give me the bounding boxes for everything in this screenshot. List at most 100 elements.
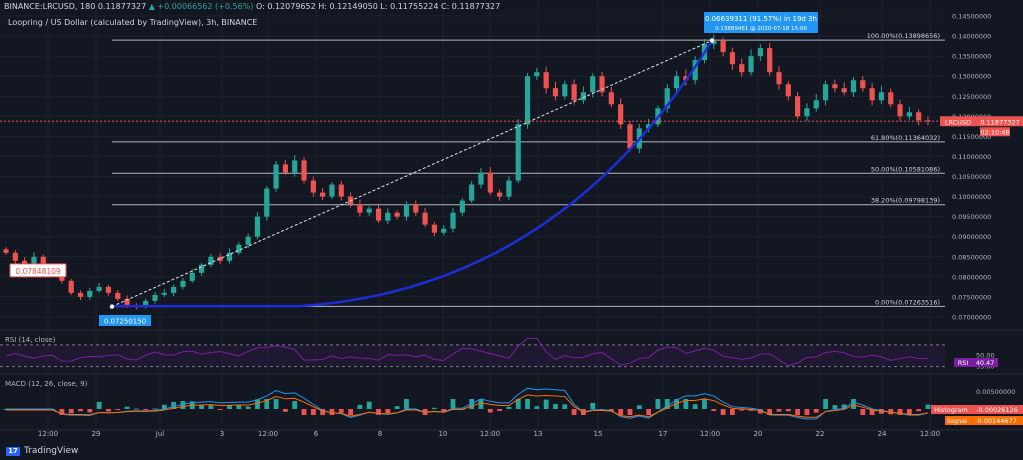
candle-body	[897, 104, 903, 117]
candle-body	[664, 88, 670, 109]
x-tick-label: 10	[439, 430, 448, 438]
rsi-value: 40.47	[976, 359, 995, 367]
macd-histogram-bar	[320, 409, 326, 415]
tradingview-logo-icon: 17	[6, 446, 20, 456]
x-tick-label: 20	[754, 430, 763, 438]
candle-body	[254, 216, 261, 237]
x-tick-label: 29	[92, 430, 101, 438]
bottom-price-value: 0.07250150	[104, 318, 146, 326]
macd-histogram-bar	[329, 409, 335, 415]
macd-histogram-bar	[823, 399, 828, 409]
macd-histogram-bar	[571, 409, 577, 415]
macd-histogram-bar	[394, 406, 400, 409]
x-tick-label: 12:00	[258, 430, 278, 438]
candle-body	[739, 64, 745, 73]
macd-histogram-bar	[217, 409, 223, 410]
candle-body	[767, 48, 773, 73]
candle-body	[394, 212, 400, 217]
candle-body	[916, 112, 922, 121]
y-tick-label: 0.10000000	[952, 193, 991, 201]
last-price-value: 0.11877327	[980, 118, 1019, 126]
candle-body	[236, 244, 242, 253]
candle-body	[413, 204, 419, 213]
x-tick-label: 6	[314, 430, 319, 438]
candle-body	[813, 100, 819, 109]
macd-histogram-bar	[292, 401, 298, 409]
candle-body	[552, 88, 559, 97]
macd-histogram-bar	[404, 399, 409, 409]
macd-histogram-bar	[143, 409, 149, 410]
macd-histogram-bar	[618, 409, 624, 415]
x-tick-label: Jul	[155, 430, 165, 438]
candle-body	[804, 108, 810, 117]
candle-body	[385, 212, 391, 221]
candle-body	[906, 112, 912, 117]
macd-histogram-bar	[227, 405, 232, 409]
chart-subtitle: Loopring / US Dollar (calculated by Trad…	[8, 18, 258, 27]
candle-body	[310, 180, 316, 193]
candle-body	[878, 92, 885, 101]
candle-body	[459, 200, 465, 213]
candle-body	[832, 84, 838, 89]
y-tick-label: 0.07000000	[952, 313, 991, 321]
bottom-price-callout	[99, 315, 151, 326]
macd-histogram-bar	[487, 409, 493, 413]
candle-body	[450, 212, 456, 229]
macd-histogram-bar	[432, 407, 437, 409]
candle-body	[3, 249, 9, 253]
y-tick-label: 0.09000000	[952, 233, 991, 241]
macd-histogram-bar	[133, 408, 139, 410]
macd-histogram-bar	[720, 409, 726, 415]
macd-histogram-bar	[264, 399, 270, 409]
macd-histogram-value: -0.00026126	[976, 406, 1018, 414]
brand-name: TradingView	[24, 446, 79, 456]
candle-body	[301, 160, 307, 181]
y-tick-label: 0.13000000	[952, 73, 991, 81]
y-tick-label: 0.10500000	[952, 173, 991, 181]
macd-histogram-bar	[832, 405, 838, 409]
candle-body	[422, 212, 428, 225]
macd-histogram-bar	[273, 399, 279, 409]
candle-body	[487, 172, 493, 193]
candle-body	[776, 72, 782, 85]
candle-body	[226, 252, 233, 261]
candle-body	[264, 188, 270, 217]
macd-signal-tag	[945, 416, 970, 425]
macd-histogram-bar	[59, 409, 65, 415]
x-tick-label: 17	[659, 430, 668, 438]
y-tick-label: 0.13500000	[952, 53, 991, 61]
measure-sub-text: 0.13889461 @ 2020-07-18 15:00	[715, 26, 807, 32]
candle-body	[506, 180, 512, 197]
candle-body	[673, 76, 680, 89]
macd-histogram-bar	[543, 399, 549, 409]
candle-body	[850, 80, 857, 93]
ohlc-low: L: 0.11755224	[380, 2, 439, 11]
rsi-label: RSI (14, close)	[5, 336, 56, 344]
anchor-point	[109, 304, 115, 309]
candle-body	[441, 228, 447, 233]
macd-histogram-bar	[376, 409, 381, 415]
candle-body	[748, 56, 754, 73]
macd-histogram-bar	[785, 409, 791, 412]
candle-body	[198, 264, 205, 273]
macd-histogram-bar	[906, 409, 912, 415]
fib-level-label: 0.00%(0.07263516)	[875, 298, 940, 306]
macd-histogram-bar	[739, 409, 745, 411]
macd-histogram-bar	[245, 406, 251, 409]
x-tick-label: 22	[816, 430, 825, 438]
candle-body	[580, 92, 587, 101]
anchor-point	[709, 38, 715, 43]
macd-histogram-bar	[804, 409, 810, 415]
macd-histogram-bar	[515, 399, 521, 409]
tradingview-footer[interactable]: 17 TradingView	[6, 446, 78, 456]
candle-body	[208, 256, 214, 265]
rsi-value-symbol: RSI	[958, 359, 969, 367]
candle-body	[366, 208, 372, 213]
candle-body	[273, 164, 279, 189]
macd-histogram-bar	[255, 399, 260, 409]
fib-level-label: 100.00%(0.13898656)	[867, 32, 940, 40]
symbol-label[interactable]: BINANCE:LRCUSD, 180	[4, 2, 96, 11]
macd-label: MACD (12, 26, close, 9)	[5, 380, 88, 388]
y-tick-label: 0.11000000	[952, 153, 991, 161]
